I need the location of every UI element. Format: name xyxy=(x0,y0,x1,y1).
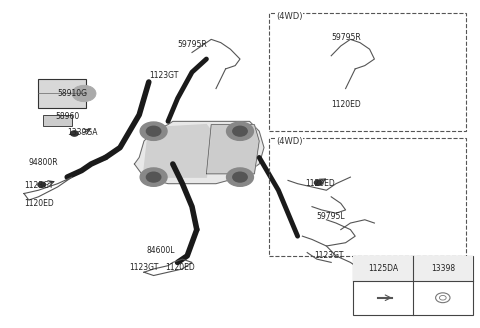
Text: 1123GT: 1123GT xyxy=(24,181,53,190)
Polygon shape xyxy=(134,121,264,184)
Text: 13398: 13398 xyxy=(431,264,455,273)
Bar xyxy=(269,13,466,131)
Text: 1123GT: 1123GT xyxy=(149,71,178,80)
Text: 1339GA: 1339GA xyxy=(67,128,98,137)
Circle shape xyxy=(227,122,253,140)
Text: 59795R: 59795R xyxy=(178,40,207,49)
Polygon shape xyxy=(206,125,259,174)
Bar xyxy=(38,79,86,108)
Text: 1120ED: 1120ED xyxy=(24,199,54,208)
Text: 1125DA: 1125DA xyxy=(368,264,398,273)
Circle shape xyxy=(72,85,96,102)
Text: 58910G: 58910G xyxy=(58,89,87,98)
Circle shape xyxy=(146,172,161,182)
Circle shape xyxy=(233,172,247,182)
Circle shape xyxy=(71,131,78,136)
Text: 58960: 58960 xyxy=(55,112,80,121)
Circle shape xyxy=(38,182,46,187)
Bar xyxy=(353,256,473,281)
Text: (4WD): (4WD) xyxy=(276,137,302,146)
Circle shape xyxy=(140,122,167,140)
Text: 1120ED: 1120ED xyxy=(166,263,195,272)
Text: (4WD): (4WD) xyxy=(276,12,302,21)
Text: 1123GT: 1123GT xyxy=(314,251,344,260)
Text: 59795R: 59795R xyxy=(331,33,361,42)
Text: 94800R: 94800R xyxy=(29,158,59,167)
Circle shape xyxy=(233,126,247,136)
Text: 84600L: 84600L xyxy=(146,246,175,256)
Circle shape xyxy=(314,180,322,185)
Polygon shape xyxy=(144,125,211,177)
Circle shape xyxy=(146,126,161,136)
Circle shape xyxy=(140,168,167,186)
Bar xyxy=(353,256,473,315)
Text: 1120ED: 1120ED xyxy=(331,100,361,110)
Text: 59795L: 59795L xyxy=(317,212,346,221)
Text: 1120ED: 1120ED xyxy=(305,179,335,188)
Bar xyxy=(269,138,466,256)
Bar xyxy=(43,115,72,126)
Circle shape xyxy=(227,168,253,186)
Text: 1123GT: 1123GT xyxy=(130,263,159,272)
